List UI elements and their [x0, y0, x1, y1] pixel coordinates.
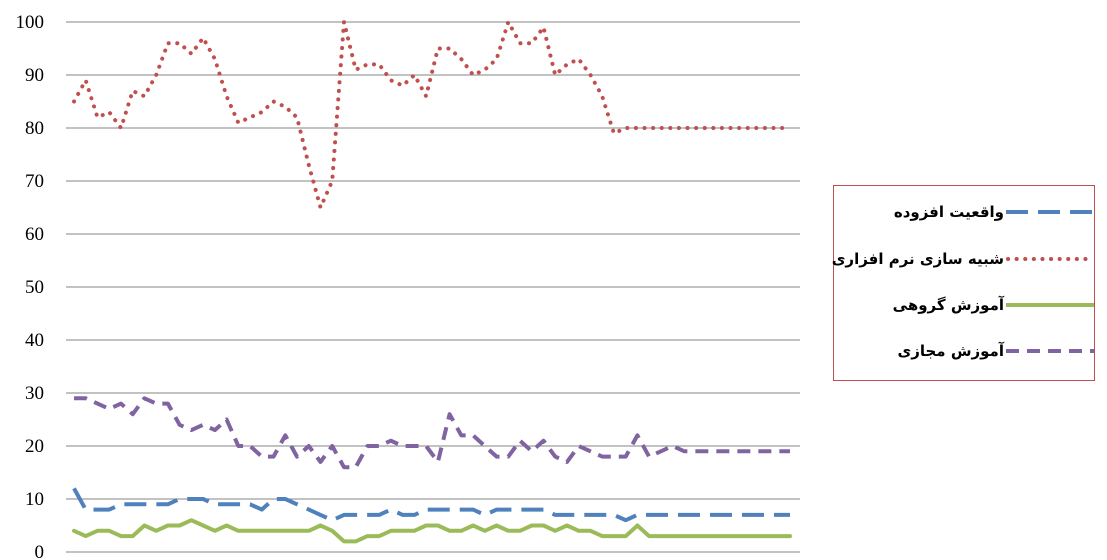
y-tick-label: 100 — [16, 12, 45, 33]
y-tick-label: 30 — [25, 383, 44, 404]
y-tick-label: 90 — [25, 65, 44, 86]
y-tick-label: 40 — [25, 330, 44, 351]
legend-item-virtual-learning: آموزش مجازی — [840, 339, 1094, 363]
series-lines — [72, 20, 792, 544]
y-tick-label: 50 — [25, 277, 44, 298]
legend-key-dotted — [1006, 257, 1094, 261]
gridlines — [66, 21, 800, 553]
legend-key-solid — [1006, 303, 1094, 307]
legend-item-augmented-reality: واقعیت افزوده — [840, 200, 1094, 224]
y-axis-tick-labels: 0 10 20 30 40 50 60 70 80 90 100 — [16, 12, 45, 560]
legend: واقعیت افزوده شبیه سازی نرم افزاری آموزش… — [832, 185, 1095, 381]
y-tick-label: 60 — [25, 224, 44, 245]
legend-key-dash — [1006, 349, 1094, 353]
y-tick-label: 70 — [25, 171, 44, 192]
series-line-2 — [72, 20, 792, 210]
legend-label: شبیه سازی نرم افزاری — [831, 250, 1004, 268]
legend-item-software-simulation: شبیه سازی نرم افزاری — [832, 247, 1094, 271]
legend-item-group-learning: آموزش گروهی — [840, 293, 1094, 317]
y-tick-label: 0 — [35, 542, 45, 560]
y-tick-label: 20 — [25, 436, 44, 457]
series-line-4 — [74, 396, 790, 470]
series-line-1 — [72, 487, 790, 523]
legend-label: آموزش مجازی — [897, 342, 1004, 360]
y-tick-label: 10 — [25, 489, 44, 510]
legend-label: آموزش گروهی — [892, 296, 1004, 314]
legend-key-long-dash — [1006, 210, 1094, 214]
series-line-3 — [72, 518, 792, 544]
legend-label: واقعیت افزوده — [893, 203, 1004, 221]
y-tick-label: 80 — [25, 118, 44, 139]
